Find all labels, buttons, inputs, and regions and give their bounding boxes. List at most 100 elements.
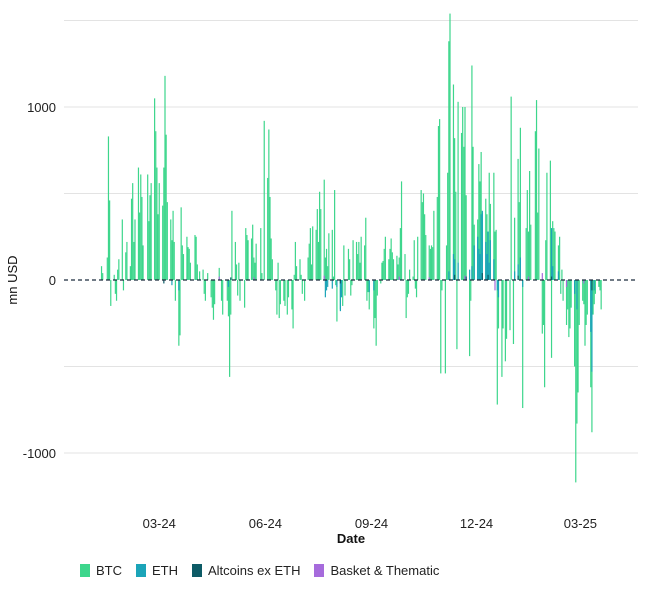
bar-btc — [113, 274, 115, 280]
bar-btc — [245, 228, 247, 280]
bar-btc — [253, 257, 255, 280]
bar-btc — [497, 280, 500, 329]
bar-altcoins-ex-eth — [454, 274, 456, 280]
bar-btc — [283, 280, 285, 301]
bar-eth — [373, 280, 375, 291]
bar-btc — [375, 280, 377, 346]
bar-btc — [263, 120, 265, 280]
x-axis-label: Date — [337, 531, 365, 546]
bar-btc — [374, 280, 376, 319]
bar-btc — [522, 280, 524, 409]
bar-btc — [195, 236, 197, 280]
bar-btc — [134, 219, 136, 280]
bar-eth — [489, 240, 491, 280]
x-tick-label: 06-24 — [249, 516, 282, 531]
bar-btc — [358, 241, 360, 280]
bar-altcoins-ex-eth — [339, 280, 341, 284]
bar-eth — [448, 271, 450, 280]
legend-label: Basket & Thematic — [330, 563, 440, 578]
bar-btc — [270, 238, 272, 280]
bar-btc — [457, 101, 459, 280]
bar-eth — [514, 271, 516, 280]
bar-eth — [331, 280, 333, 289]
bar-btc — [162, 205, 164, 280]
bar-btc — [230, 280, 232, 315]
bar-eth — [452, 254, 455, 280]
bar-basket-thematic — [323, 275, 325, 280]
bar-btc — [194, 235, 196, 280]
legend-swatch — [80, 564, 90, 577]
bar-btc — [470, 280, 472, 301]
bar-btc — [142, 245, 144, 280]
bar-eth — [227, 280, 230, 287]
bar-btc — [537, 212, 539, 280]
bar-btc — [400, 181, 403, 280]
bar-btc — [166, 202, 168, 280]
bar-altcoins-ex-eth — [517, 275, 519, 280]
bar-eth — [454, 259, 456, 280]
bar-btc — [512, 280, 515, 345]
bar-btc — [247, 240, 249, 280]
legend-item: ETH — [136, 563, 178, 578]
bar-btc — [509, 280, 511, 331]
bar-btc — [420, 190, 422, 280]
bar-btc — [568, 280, 570, 338]
bar-btc — [182, 254, 185, 280]
bar-btc — [505, 280, 508, 339]
bar-btc — [471, 65, 473, 280]
bar-btc — [100, 266, 103, 280]
bar-btc — [575, 280, 577, 483]
bar-btc — [304, 280, 306, 301]
bar-eth — [593, 280, 595, 291]
bar-btc — [388, 259, 390, 280]
bar-btc — [336, 280, 338, 322]
bar-btc — [335, 280, 337, 286]
bar-btc — [384, 236, 386, 280]
bar-btc — [464, 107, 466, 280]
bar-btc — [342, 280, 344, 306]
bar-btc — [238, 262, 240, 280]
bar-eth — [497, 280, 500, 298]
legend-swatch — [192, 564, 202, 577]
bar-btc — [544, 280, 546, 388]
bar-btc — [546, 172, 548, 280]
bar-btc — [529, 171, 531, 280]
bar-btc — [237, 280, 239, 296]
bar-btc — [203, 280, 205, 294]
bar-btc — [364, 245, 366, 280]
bar-btc — [504, 280, 506, 362]
bar-btc — [452, 84, 455, 280]
bar-btc — [156, 167, 158, 280]
legend-label: ETH — [152, 563, 178, 578]
bar-btc — [583, 280, 585, 305]
bar-btc — [365, 217, 367, 280]
bar-btc — [316, 209, 318, 280]
bar-btc — [277, 262, 279, 280]
bar-btc — [140, 174, 142, 280]
bar-btc — [255, 243, 257, 280]
bar-btc — [250, 238, 253, 280]
bar-btc — [196, 264, 198, 280]
bar-btc — [268, 129, 270, 280]
legend-label: BTC — [96, 563, 122, 578]
bar-btc — [279, 280, 281, 305]
bar-btc — [569, 280, 571, 329]
bar-btc — [125, 252, 127, 280]
bar-btc — [115, 280, 118, 301]
bar-btc — [495, 229, 497, 280]
bar-btc — [171, 240, 173, 280]
bar-btc — [584, 280, 586, 346]
bar-btc — [299, 259, 301, 280]
bar-btc — [235, 264, 238, 280]
bar-btc — [437, 126, 440, 280]
bar-btc — [567, 280, 569, 310]
bar-btc — [412, 276, 414, 280]
bar-btc — [227, 280, 230, 317]
bar-eth — [576, 280, 578, 310]
bar-eth — [457, 262, 459, 280]
bar-btc — [397, 264, 399, 280]
bar-basket-thematic — [218, 276, 220, 280]
y-tick-label: 0 — [49, 273, 56, 288]
bar-btc — [368, 280, 370, 310]
bar-basket-thematic — [541, 273, 543, 280]
